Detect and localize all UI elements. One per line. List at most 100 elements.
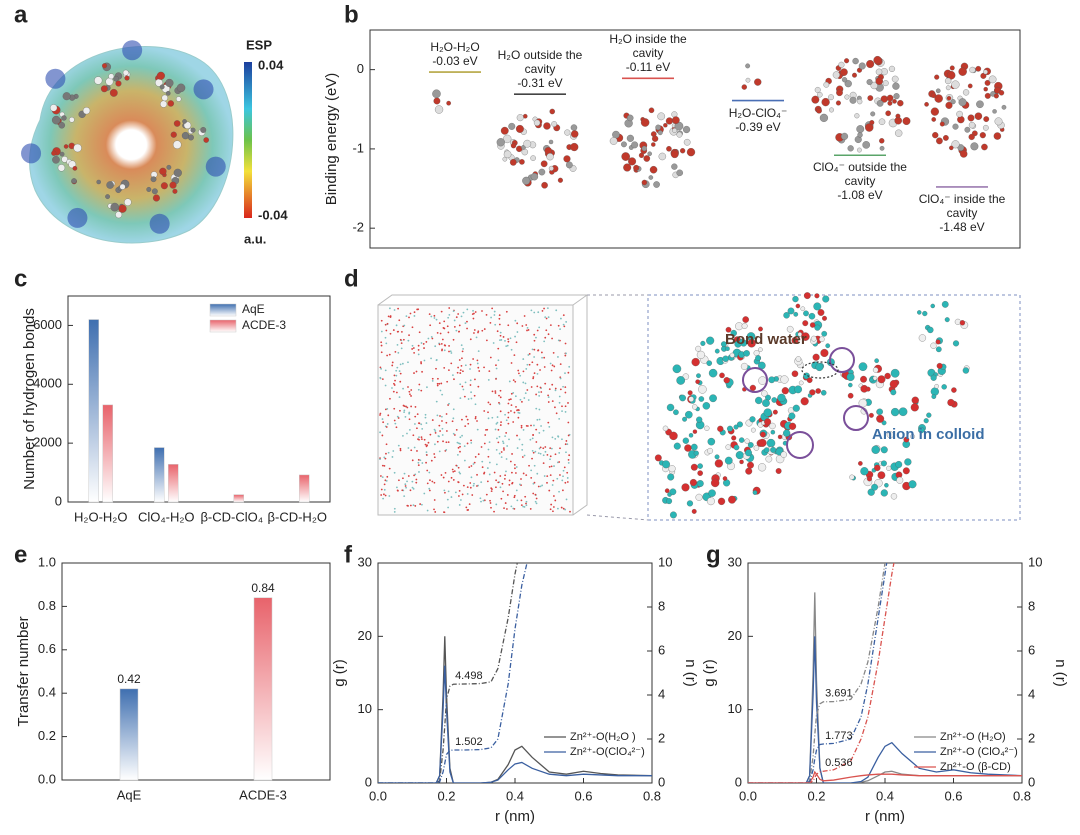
series-line xyxy=(748,636,1022,783)
atom xyxy=(870,81,878,90)
atom xyxy=(389,315,392,317)
atom xyxy=(547,396,550,399)
atom xyxy=(707,447,713,454)
atom xyxy=(438,450,441,453)
atom xyxy=(404,483,407,486)
atom xyxy=(771,397,778,403)
atom xyxy=(454,491,457,494)
atom xyxy=(460,364,463,367)
atom xyxy=(871,445,880,454)
esp-patch xyxy=(149,213,170,234)
atom xyxy=(502,447,505,450)
atom xyxy=(102,63,108,69)
atom xyxy=(671,111,678,118)
atom xyxy=(462,311,465,314)
atom xyxy=(445,441,448,444)
atom xyxy=(385,443,388,446)
y-axis-label: g (r) xyxy=(331,659,348,687)
atom xyxy=(508,438,510,441)
atom xyxy=(402,338,405,341)
atom xyxy=(394,350,397,353)
y2-tick-label: 8 xyxy=(1028,598,1035,613)
atom xyxy=(430,336,433,338)
atom xyxy=(502,336,505,338)
atom xyxy=(847,145,854,152)
atom xyxy=(379,431,381,434)
atom xyxy=(534,500,537,503)
atom xyxy=(413,446,416,449)
atom xyxy=(458,504,461,506)
atom xyxy=(557,356,559,358)
atom xyxy=(493,310,496,313)
atom xyxy=(557,324,560,327)
atom xyxy=(626,134,634,142)
y-tick-label: 4000 xyxy=(33,376,62,391)
atom xyxy=(408,428,411,431)
atom xyxy=(810,335,817,342)
atom xyxy=(949,65,955,71)
atom xyxy=(172,188,178,194)
atom xyxy=(671,163,678,170)
atom xyxy=(463,459,466,462)
atom xyxy=(476,420,478,422)
atom xyxy=(640,118,650,127)
atom xyxy=(561,438,563,441)
y-tick-label: 20 xyxy=(728,628,742,643)
x-tick-label: 0.2 xyxy=(807,788,825,803)
atom xyxy=(487,448,490,451)
x-tick-label: 0.2 xyxy=(437,788,455,803)
atom xyxy=(686,148,696,157)
colloid xyxy=(654,292,970,519)
atom xyxy=(857,132,863,138)
atom xyxy=(546,307,549,309)
atom xyxy=(984,92,991,99)
atom xyxy=(539,446,542,449)
series-line xyxy=(748,563,895,783)
atom xyxy=(440,310,443,313)
atom xyxy=(558,395,561,398)
atom xyxy=(507,340,510,343)
atom xyxy=(544,316,547,319)
atom xyxy=(453,434,456,436)
y-tick-label: 0 xyxy=(735,774,742,789)
atom xyxy=(439,415,441,417)
atom xyxy=(672,116,680,125)
atom xyxy=(794,385,802,394)
atom xyxy=(452,408,455,411)
atom xyxy=(500,451,503,453)
atom xyxy=(389,397,391,400)
atom xyxy=(682,125,691,134)
atom xyxy=(508,479,511,482)
level-label: ClO₄⁻ inside the cavity -1.48 eV xyxy=(907,192,1017,234)
atom xyxy=(382,497,385,500)
atom xyxy=(399,409,401,412)
atom xyxy=(669,511,677,519)
atom xyxy=(876,414,885,423)
atom xyxy=(733,424,739,430)
atom xyxy=(190,127,196,133)
atom xyxy=(513,463,516,466)
atom xyxy=(479,497,482,500)
panel-label: e xyxy=(14,541,27,568)
atom xyxy=(434,345,437,348)
atom xyxy=(457,446,460,449)
atom xyxy=(865,123,874,132)
atom xyxy=(477,330,480,333)
atom xyxy=(386,407,389,410)
atom xyxy=(387,414,390,417)
atom xyxy=(486,428,489,431)
atom xyxy=(766,438,776,448)
atom xyxy=(564,508,567,511)
atom xyxy=(383,493,385,496)
atom xyxy=(819,113,829,122)
atom xyxy=(465,506,468,509)
atom xyxy=(993,93,999,99)
atom xyxy=(382,421,385,424)
atom xyxy=(483,328,486,330)
atom xyxy=(502,156,508,162)
atom xyxy=(725,444,731,450)
atom xyxy=(772,409,778,415)
atom xyxy=(696,350,705,359)
atom xyxy=(536,418,539,421)
atom xyxy=(550,503,553,506)
